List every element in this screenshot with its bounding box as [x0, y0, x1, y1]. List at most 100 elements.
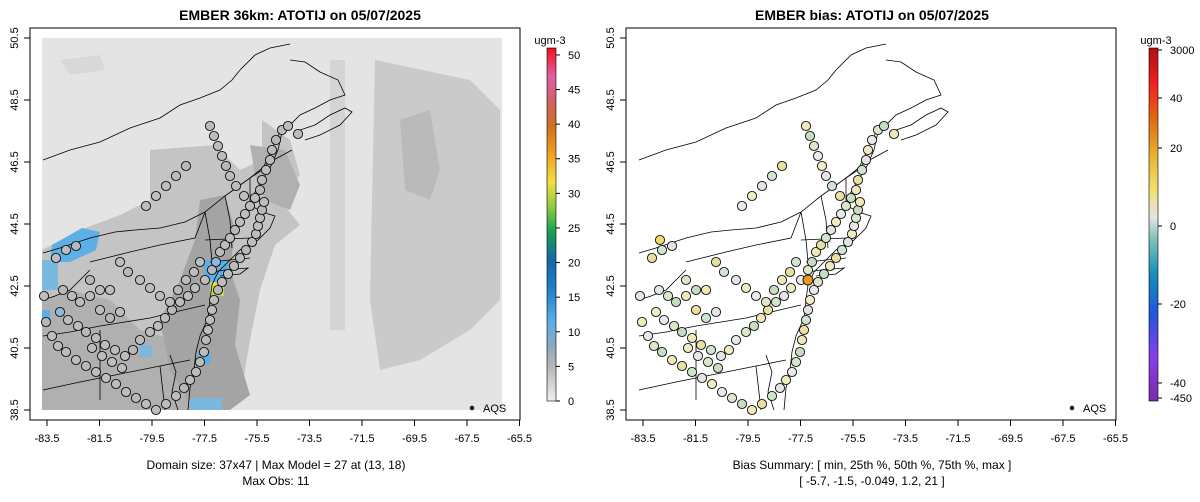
right-x-axis: -83.5 -81.5 -79.5 -77.5 -75.5 -73.5 -71.5 -69.5… — [630, 420, 1128, 445]
observation-site-marker — [888, 128, 900, 140]
observation-site-marker — [776, 160, 788, 172]
y-tick-label: 48.5 — [9, 89, 21, 110]
right-colorbar: ugm-3 3000 40 20 0 -20 -40 -450 — [1140, 35, 1194, 405]
observation-site-marker — [180, 160, 192, 172]
observation-site-marker — [666, 240, 678, 252]
boundary-line — [42, 359, 191, 391]
observation-site-marker — [62, 314, 74, 326]
left-legend-label: AQS — [483, 403, 506, 415]
observation-site-marker — [815, 239, 827, 251]
observation-site-marker — [46, 330, 58, 342]
observation-site-marker — [776, 274, 788, 286]
boundary-line — [299, 107, 353, 141]
observation-site-marker — [204, 314, 216, 326]
observation-site-marker — [768, 284, 780, 296]
x-tick-label: -71.5 — [945, 433, 970, 445]
observation-site-marker — [130, 392, 142, 404]
observation-site-marker — [60, 244, 72, 256]
observation-site-max-bias — [802, 274, 814, 286]
observation-site-marker — [119, 350, 131, 362]
observation-site-marker — [860, 154, 872, 166]
observation-site-marker — [748, 320, 760, 332]
observation-site-marker — [648, 340, 660, 352]
boundary-line — [875, 59, 942, 131]
observation-site-marker — [212, 140, 224, 152]
observation-site-marker — [692, 350, 704, 362]
observation-site-marker — [878, 120, 890, 132]
observation-site-marker — [854, 196, 866, 208]
observation-site-marker — [70, 240, 82, 252]
x-tick-label: -81.5 — [683, 433, 708, 445]
observation-site-marker — [206, 304, 218, 316]
observation-site-marker — [670, 296, 682, 308]
observation-site-marker — [240, 244, 252, 256]
observation-site-marker — [54, 306, 66, 318]
observation-site-marker — [86, 342, 98, 354]
y-tick-label: 50.5 — [9, 27, 21, 48]
colorbar-tick-label: 25 — [568, 223, 580, 235]
y-tick-label: 38.5 — [605, 399, 617, 420]
observation-site-marker — [810, 246, 822, 258]
observation-site-marker — [830, 252, 842, 264]
observation-site-marker — [706, 378, 718, 390]
observation-site-marker — [676, 326, 688, 338]
observation-site-marker — [790, 356, 802, 368]
hotspot-pa — [140, 345, 152, 357]
observation-site-marker — [200, 334, 212, 346]
y-tick-label: 46.5 — [605, 151, 617, 172]
observation-site-marker — [836, 244, 848, 256]
x-tick-label: -83.5 — [34, 433, 59, 445]
observation-site-marker — [159, 312, 171, 324]
observation-site-marker — [770, 296, 782, 308]
observation-site-marker — [38, 290, 50, 302]
observation-site-marker — [755, 312, 767, 324]
observation-site-marker — [254, 184, 266, 196]
right-plot-frame — [625, 27, 1117, 421]
observation-site-marker — [816, 160, 828, 172]
observation-site-marker — [292, 128, 304, 140]
observation-site-marker — [150, 190, 162, 202]
observation-site-marker — [154, 290, 166, 302]
observation-site-marker — [705, 344, 717, 356]
observation-site-marker — [794, 346, 806, 358]
observation-site-marker — [152, 320, 164, 332]
observation-site-marker — [224, 170, 236, 182]
observation-site-marker — [856, 164, 868, 176]
observation-site-marker — [790, 256, 802, 268]
observation-site-marker — [746, 190, 758, 202]
hotspot-western — [42, 260, 58, 290]
left-caption-line1: Domain size: 37x47 | Max Model = 27 at (… — [147, 458, 406, 472]
observation-site-marker — [52, 340, 64, 352]
observation-site-marker — [72, 320, 84, 332]
right-caption-line1: Bias Summary: [ min, 25th %, 50th %, 75t… — [733, 458, 1012, 472]
model-shading-ocean-band — [330, 60, 345, 330]
observation-site-marker — [766, 170, 778, 182]
boundary-line — [42, 43, 291, 161]
observation-site-marker — [808, 284, 820, 296]
right-observation-sites — [634, 120, 900, 416]
observation-site-marker — [812, 150, 824, 162]
colorbar-tick-label: 3000 — [1170, 45, 1194, 57]
observation-site-marker — [756, 180, 768, 192]
observation-site-marker — [80, 326, 92, 338]
boundary-line — [187, 204, 276, 411]
observation-site-marker — [730, 334, 742, 346]
observation-site-marker — [208, 294, 220, 306]
observation-site-marker — [666, 354, 678, 366]
observation-site-marker — [830, 216, 842, 228]
observation-site-marker — [90, 332, 102, 344]
observation-site-marker — [842, 236, 854, 248]
colorbar-tick-label: 20 — [568, 258, 580, 270]
boundary-line — [638, 359, 787, 391]
observation-site-marker — [194, 356, 206, 368]
right-map-title: EMBER bias: ATOTIJ on 05/07/2025 — [755, 7, 989, 23]
right-colorbar-ticks: 3000 40 20 0 -20 -40 -450 — [1158, 45, 1194, 405]
observation-site-marker — [144, 326, 156, 338]
observation-site-marker — [96, 350, 108, 362]
observation-site-marker — [184, 374, 196, 386]
observation-site-marker — [812, 276, 824, 288]
observation-site-marker — [114, 306, 126, 318]
boundary-line — [638, 43, 887, 161]
model-shading-southwest — [42, 290, 200, 410]
